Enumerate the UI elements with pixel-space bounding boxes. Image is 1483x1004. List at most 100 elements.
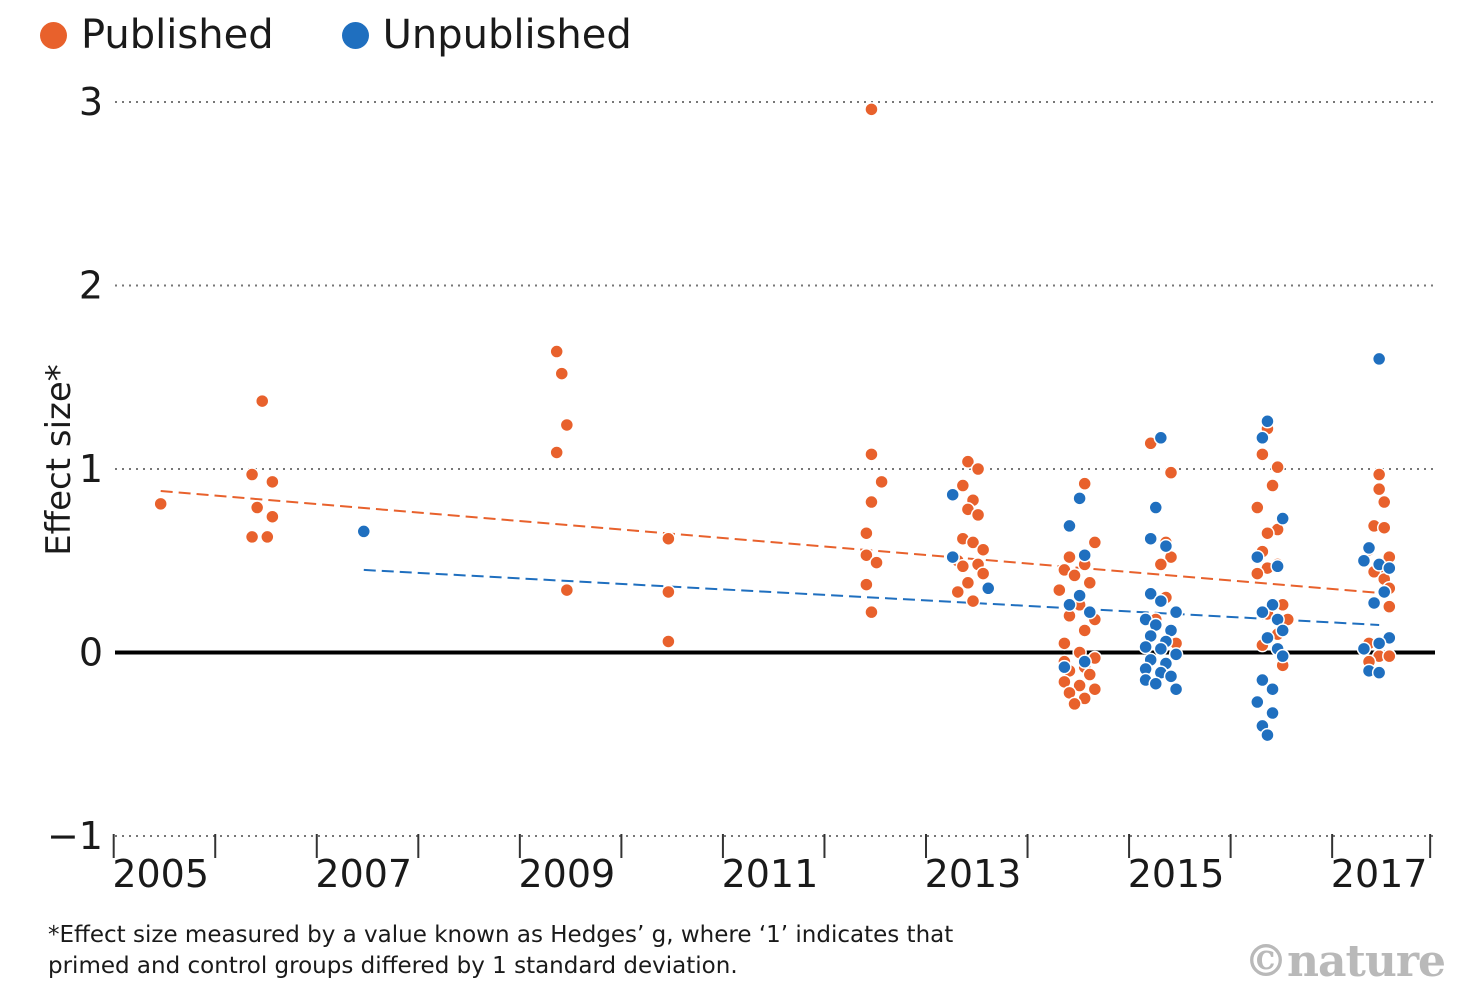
data-point-unpublished	[1168, 647, 1184, 662]
data-point-unpublished	[1255, 604, 1270, 620]
y-axis-label: Effect size*	[39, 364, 79, 556]
data-point-published	[955, 478, 971, 493]
data-point-published	[874, 474, 889, 490]
data-point-unpublished	[1062, 597, 1077, 613]
data-point-published	[249, 500, 265, 515]
data-point-published	[1371, 481, 1387, 497]
data-point-unpublished	[1265, 597, 1280, 613]
data-point-unpublished	[1275, 648, 1290, 664]
data-point-published	[960, 454, 976, 469]
data-point-published	[265, 474, 280, 490]
legend: Published Unpublished	[40, 12, 700, 58]
y-tick-label: −1	[47, 814, 103, 858]
data-point-unpublished	[1371, 665, 1387, 680]
data-point-unpublished	[1148, 500, 1164, 515]
x-tick-label: 2007	[315, 852, 412, 896]
footnote-line-1: *Effect size measured by a value known a…	[48, 922, 954, 948]
data-point-published	[1255, 447, 1270, 462]
data-point-published	[549, 445, 564, 460]
data-point-published	[1077, 476, 1092, 491]
data-point-unpublished	[1153, 593, 1169, 609]
data-point-published	[864, 604, 879, 620]
data-point-published	[254, 393, 270, 409]
y-tick-label: 1	[79, 447, 103, 491]
x-tick-label: 2015	[1128, 852, 1225, 896]
data-point-unpublished	[1361, 540, 1377, 556]
data-point-published	[1072, 678, 1087, 693]
data-point-unpublished	[1077, 547, 1092, 563]
data-point-published	[859, 577, 874, 592]
data-point-published	[1371, 467, 1387, 482]
data-point-unpublished	[1148, 676, 1164, 691]
legend-marker-unpublished	[341, 21, 369, 49]
x-axis-tick-labels: 2005 2007 2009 2011 2013 2015 2017	[112, 852, 1427, 896]
data-point-unpublished	[1158, 538, 1174, 554]
y-tick-label: 0	[79, 631, 103, 675]
data-point-unpublished	[945, 549, 960, 565]
footnote: *Effect size measured by a value known a…	[48, 920, 1028, 982]
data-point-published	[661, 584, 676, 600]
data-point-published	[975, 566, 991, 581]
data-point-published	[950, 584, 966, 600]
data-point-published	[1265, 478, 1280, 493]
data-point-published	[1077, 623, 1092, 638]
data-point-unpublished	[980, 581, 996, 596]
data-point-published	[960, 575, 976, 591]
data-point-unpublished	[1153, 430, 1169, 446]
data-point-published	[265, 509, 280, 524]
y-axis-tick-labels: −1 0 1 2 3	[47, 80, 103, 858]
data-point-published	[244, 529, 260, 545]
data-point-unpublished	[1356, 553, 1372, 568]
y-tick-label: 3	[79, 80, 103, 124]
data-point-published	[859, 547, 874, 563]
data-point-unpublished	[1168, 681, 1184, 697]
data-point-unpublished	[945, 487, 960, 502]
y-tick-label: 2	[79, 264, 103, 308]
grid-lines	[115, 101, 1435, 837]
legend-label-published: Published	[81, 12, 274, 58]
data-point-published	[1163, 465, 1179, 480]
legend-marker-published	[40, 21, 67, 49]
data-point-published	[864, 494, 879, 510]
x-tick-label: 2005	[112, 852, 209, 896]
data-point-unpublished	[1168, 604, 1184, 620]
data-point-unpublished	[1371, 351, 1387, 367]
data-point-published	[260, 529, 275, 545]
data-point-unpublished	[1260, 414, 1275, 429]
data-point-published	[1062, 549, 1077, 565]
data-point-published	[1057, 636, 1072, 651]
data-point-published	[970, 461, 986, 477]
data-point-published	[859, 525, 874, 541]
data-point-unpublished	[1260, 630, 1275, 646]
footnote-line-2: primed and control groups differed by 1 …	[48, 953, 738, 979]
data-point-unpublished	[1255, 672, 1270, 688]
data-point-published	[864, 447, 879, 462]
data-point-published	[970, 507, 986, 523]
data-point-unpublished	[1163, 669, 1179, 684]
data-point-unpublished	[1250, 549, 1265, 565]
data-point-unpublished	[1143, 586, 1158, 602]
data-point-published	[1052, 582, 1067, 598]
data-point-published	[559, 417, 575, 433]
x-tick-label: 2017	[1331, 852, 1428, 896]
data-point-published	[1082, 575, 1098, 591]
trend-line-published	[160, 490, 1390, 595]
x-tick-label: 2009	[518, 852, 615, 896]
data-point-unpublished	[1270, 559, 1285, 574]
data-point-unpublished	[1255, 430, 1270, 446]
legend-label-unpublished: Unpublished	[382, 12, 632, 58]
data-point-published	[1382, 648, 1397, 664]
data-point-unpublished	[1265, 705, 1280, 721]
data-point-unpublished	[1062, 518, 1077, 534]
nature-credit-logo: ©nature	[1244, 936, 1446, 987]
data-point-published	[153, 496, 168, 512]
data-point-unpublished	[1077, 654, 1092, 669]
data-point-unpublished	[1275, 623, 1290, 638]
data-point-published	[1250, 566, 1265, 581]
data-point-unpublished	[1260, 727, 1275, 743]
data-point-unpublished	[1371, 636, 1387, 651]
data-point-published	[1067, 696, 1082, 712]
legend-item-unpublished: Unpublished	[341, 12, 632, 58]
